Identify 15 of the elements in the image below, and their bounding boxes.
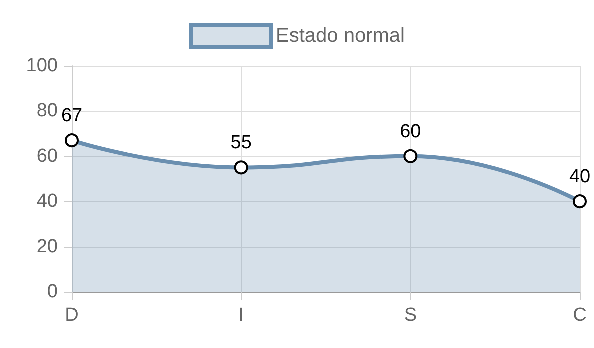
legend-label: Estado normal [276, 25, 405, 47]
x-tick-label: S [404, 305, 418, 326]
y-tick-label: 20 [36, 236, 58, 258]
x-tick-label: I [238, 305, 244, 326]
y-tick-label: 40 [36, 191, 58, 212]
data-label: 40 [569, 166, 591, 188]
x-tick-label: C [573, 305, 587, 326]
data-label: 67 [61, 106, 83, 127]
y-tick-label: 60 [36, 146, 58, 167]
data-label: 55 [230, 132, 252, 154]
y-tick-label: 100 [26, 56, 58, 76]
data-label: 60 [400, 121, 422, 142]
y-tick-label: 0 [47, 282, 58, 302]
x-tick-label: D [65, 305, 79, 326]
y-tick-label: 80 [36, 100, 58, 122]
